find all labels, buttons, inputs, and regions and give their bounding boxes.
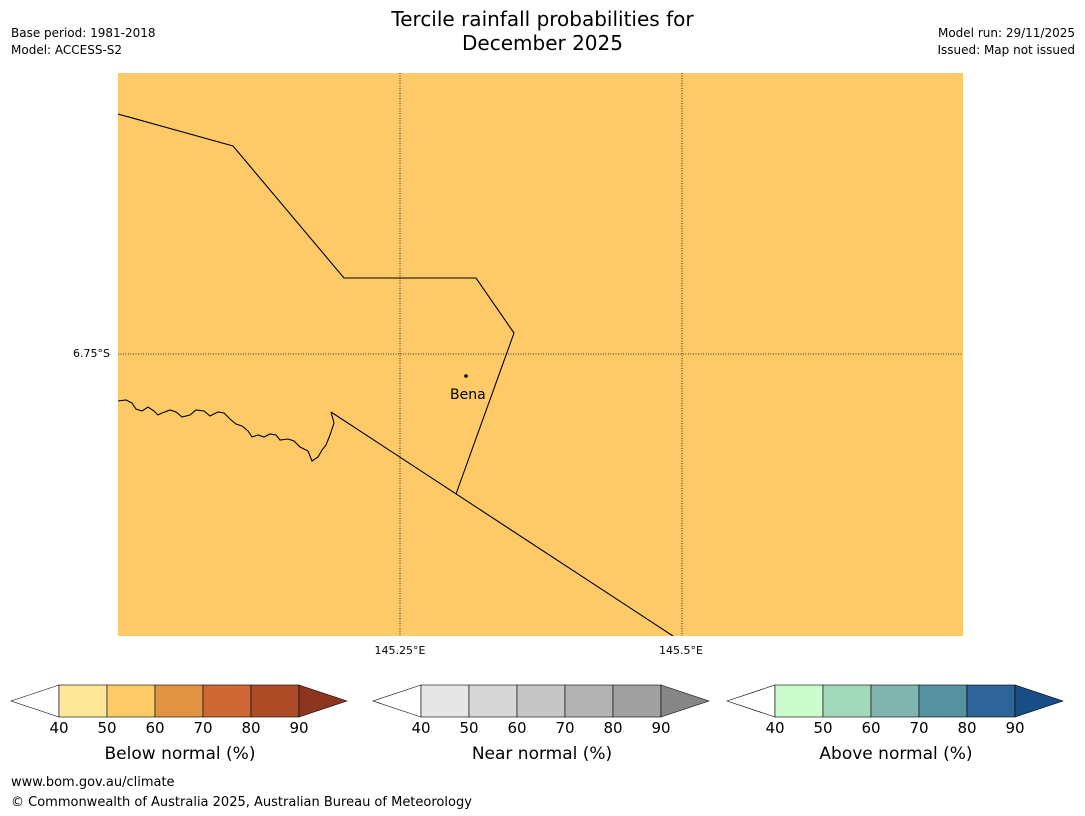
colorbar-upper-arrow	[660, 684, 710, 718]
model-run: Model run: 29/11/2025	[937, 26, 1075, 40]
title-line-1: Tercile rainfall probabilities for	[391, 7, 694, 31]
legend-title: Above normal (%)	[819, 744, 973, 764]
legend-above-normal: 40 50 60 70 80 90 Above normal (%)	[726, 683, 1066, 764]
colorbar-segment-50-60	[106, 684, 156, 718]
base-period: Base period: 1981-2018	[11, 26, 156, 40]
colorbar-above-normal	[726, 684, 1064, 718]
province-boundary-south	[330, 411, 674, 636]
tick-label: 40	[411, 719, 431, 737]
latitude-label: 6.75°S	[73, 347, 110, 360]
colorbar-segment-80-90	[250, 684, 300, 718]
legend-title: Near normal (%)	[471, 744, 613, 764]
colorbar-lower-arrow	[372, 684, 422, 718]
tick-label: 70	[555, 719, 575, 737]
colorbar-segment-40-50	[58, 684, 108, 718]
title-line-2: December 2025	[462, 31, 623, 55]
tick-label: 80	[241, 719, 261, 737]
meta-left: Base period: 1981-2018 Model: ACCESS-S2	[11, 25, 156, 59]
colorbar-below-normal	[10, 684, 348, 718]
colorbar-lower-arrow	[10, 684, 60, 718]
tick-label: 90	[1005, 719, 1025, 737]
colorbar-segment-50-60	[468, 684, 518, 718]
colorbar-lower-arrow	[726, 684, 776, 718]
legend-near-normal: 40 50 60 70 80 90 Near normal (%)	[372, 683, 712, 764]
tick-label: 50	[813, 719, 833, 737]
colorbar-segment-60-70	[870, 684, 920, 718]
colorbar-upper-arrow	[1014, 684, 1064, 718]
colorbar-segment-70-80	[202, 684, 252, 718]
province-boundary-north	[118, 113, 515, 495]
colorbar-ticks: 40 50 60 70 80 90	[10, 719, 350, 739]
colorbar-segment-70-80	[564, 684, 614, 718]
colorbar-near-normal	[372, 684, 710, 718]
meta-right: Model run: 29/11/2025 Issued: Map not is…	[937, 25, 1075, 59]
tick-label: 90	[651, 719, 671, 737]
legend-title: Below normal (%)	[104, 744, 256, 764]
footer-url[interactable]: www.bom.gov.au/climate	[11, 775, 175, 790]
colorbar-segment-80-90	[966, 684, 1016, 718]
tick-label: 40	[49, 719, 69, 737]
colorbar-segment-80-90	[612, 684, 662, 718]
map-canvas	[118, 73, 963, 636]
tick-label: 50	[459, 719, 479, 737]
longitude-label-2: 145.5°E	[659, 644, 703, 657]
colorbar-segment-40-50	[420, 684, 470, 718]
map-title: Tercile rainfall probabilities for Decem…	[0, 7, 1085, 55]
tick-label: 60	[861, 719, 881, 737]
colorbar-ticks: 40 50 60 70 80 90	[726, 719, 1066, 739]
tick-label: 90	[289, 719, 309, 737]
colorbar-segment-70-80	[918, 684, 968, 718]
tick-label: 70	[909, 719, 929, 737]
colorbar-segment-50-60	[822, 684, 872, 718]
colorbar-segment-60-70	[154, 684, 204, 718]
colorbar-ticks: 40 50 60 70 80 90	[372, 719, 712, 739]
map-area[interactable]: Bena	[118, 73, 963, 636]
district-boundary-west	[118, 399, 335, 462]
issued-status: Issued: Map not issued	[937, 43, 1075, 57]
tick-label: 70	[193, 719, 213, 737]
tick-label: 50	[97, 719, 117, 737]
colorbar-segment-40-50	[774, 684, 824, 718]
legend-below-normal: 40 50 60 70 80 90 Below normal (%)	[10, 683, 350, 764]
place-label-bena: Bena	[450, 387, 486, 403]
tick-label: 40	[765, 719, 785, 737]
model-name: Model: ACCESS-S2	[11, 43, 123, 57]
colorbar-segment-60-70	[516, 684, 566, 718]
bena-town-marker[interactable]	[464, 374, 468, 378]
tick-label: 80	[603, 719, 623, 737]
tick-label: 60	[145, 719, 165, 737]
tick-label: 80	[957, 719, 977, 737]
longitude-label-1: 145.25°E	[374, 644, 426, 657]
footer-copyright: © Commonwealth of Australia 2025, Austra…	[11, 795, 472, 810]
colorbar-upper-arrow	[298, 684, 348, 718]
tick-label: 60	[507, 719, 527, 737]
